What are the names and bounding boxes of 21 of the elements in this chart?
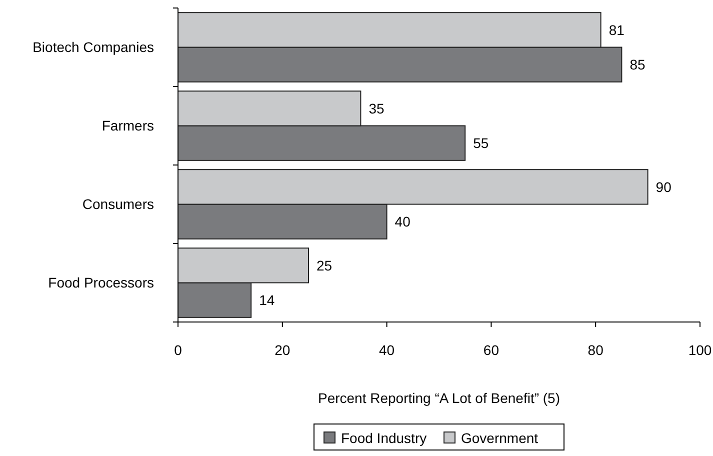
x-tick-label: 0 (174, 342, 182, 358)
x-tick-label: 40 (379, 342, 395, 358)
legend-label: Food Industry (341, 430, 427, 446)
x-axis-title: Percent Reporting “A Lot of Benefit” (5) (318, 390, 560, 406)
data-label: 90 (656, 178, 672, 195)
y-tick-label: Biotech Companies (32, 39, 154, 56)
data-label: 35 (368, 100, 384, 116)
data-label: 55 (473, 134, 489, 151)
data-label: 85 (630, 56, 646, 72)
legend-label: Government (461, 430, 538, 446)
x-tick-label: 100 (688, 342, 712, 358)
y-tick-label: Farmers (102, 118, 154, 134)
y-tick-label: Food Processors (48, 274, 154, 291)
y-tick-label: Consumers (82, 196, 154, 212)
data-label: 25 (316, 257, 332, 274)
x-tick-label: 80 (588, 342, 604, 358)
data-label: 14 (259, 292, 275, 308)
x-tick-label: 60 (483, 342, 500, 358)
x-tick-label: 20 (274, 342, 290, 358)
data-label: 40 (394, 213, 411, 230)
data-label: 81 (608, 22, 625, 38)
